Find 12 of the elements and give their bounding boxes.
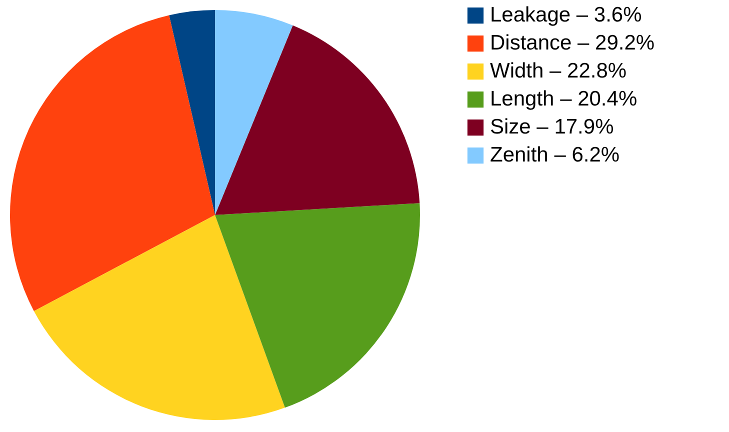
pie-slice (169, 10, 215, 215)
legend-label: Zenith – 6.2% (490, 144, 620, 166)
legend-label: Size – 17.9% (490, 116, 614, 138)
pie-slice (215, 25, 420, 215)
pie-slice (10, 15, 215, 312)
legend-label: Leakage – 3.6% (490, 4, 642, 26)
pie-slice (215, 203, 420, 408)
legend-label: Width – 22.8% (490, 60, 627, 82)
legend-label: Length – 20.4% (490, 88, 638, 110)
pie-slice (215, 10, 293, 215)
legend-label: Distance – 29.2% (490, 32, 655, 54)
pie-slice (34, 215, 285, 420)
